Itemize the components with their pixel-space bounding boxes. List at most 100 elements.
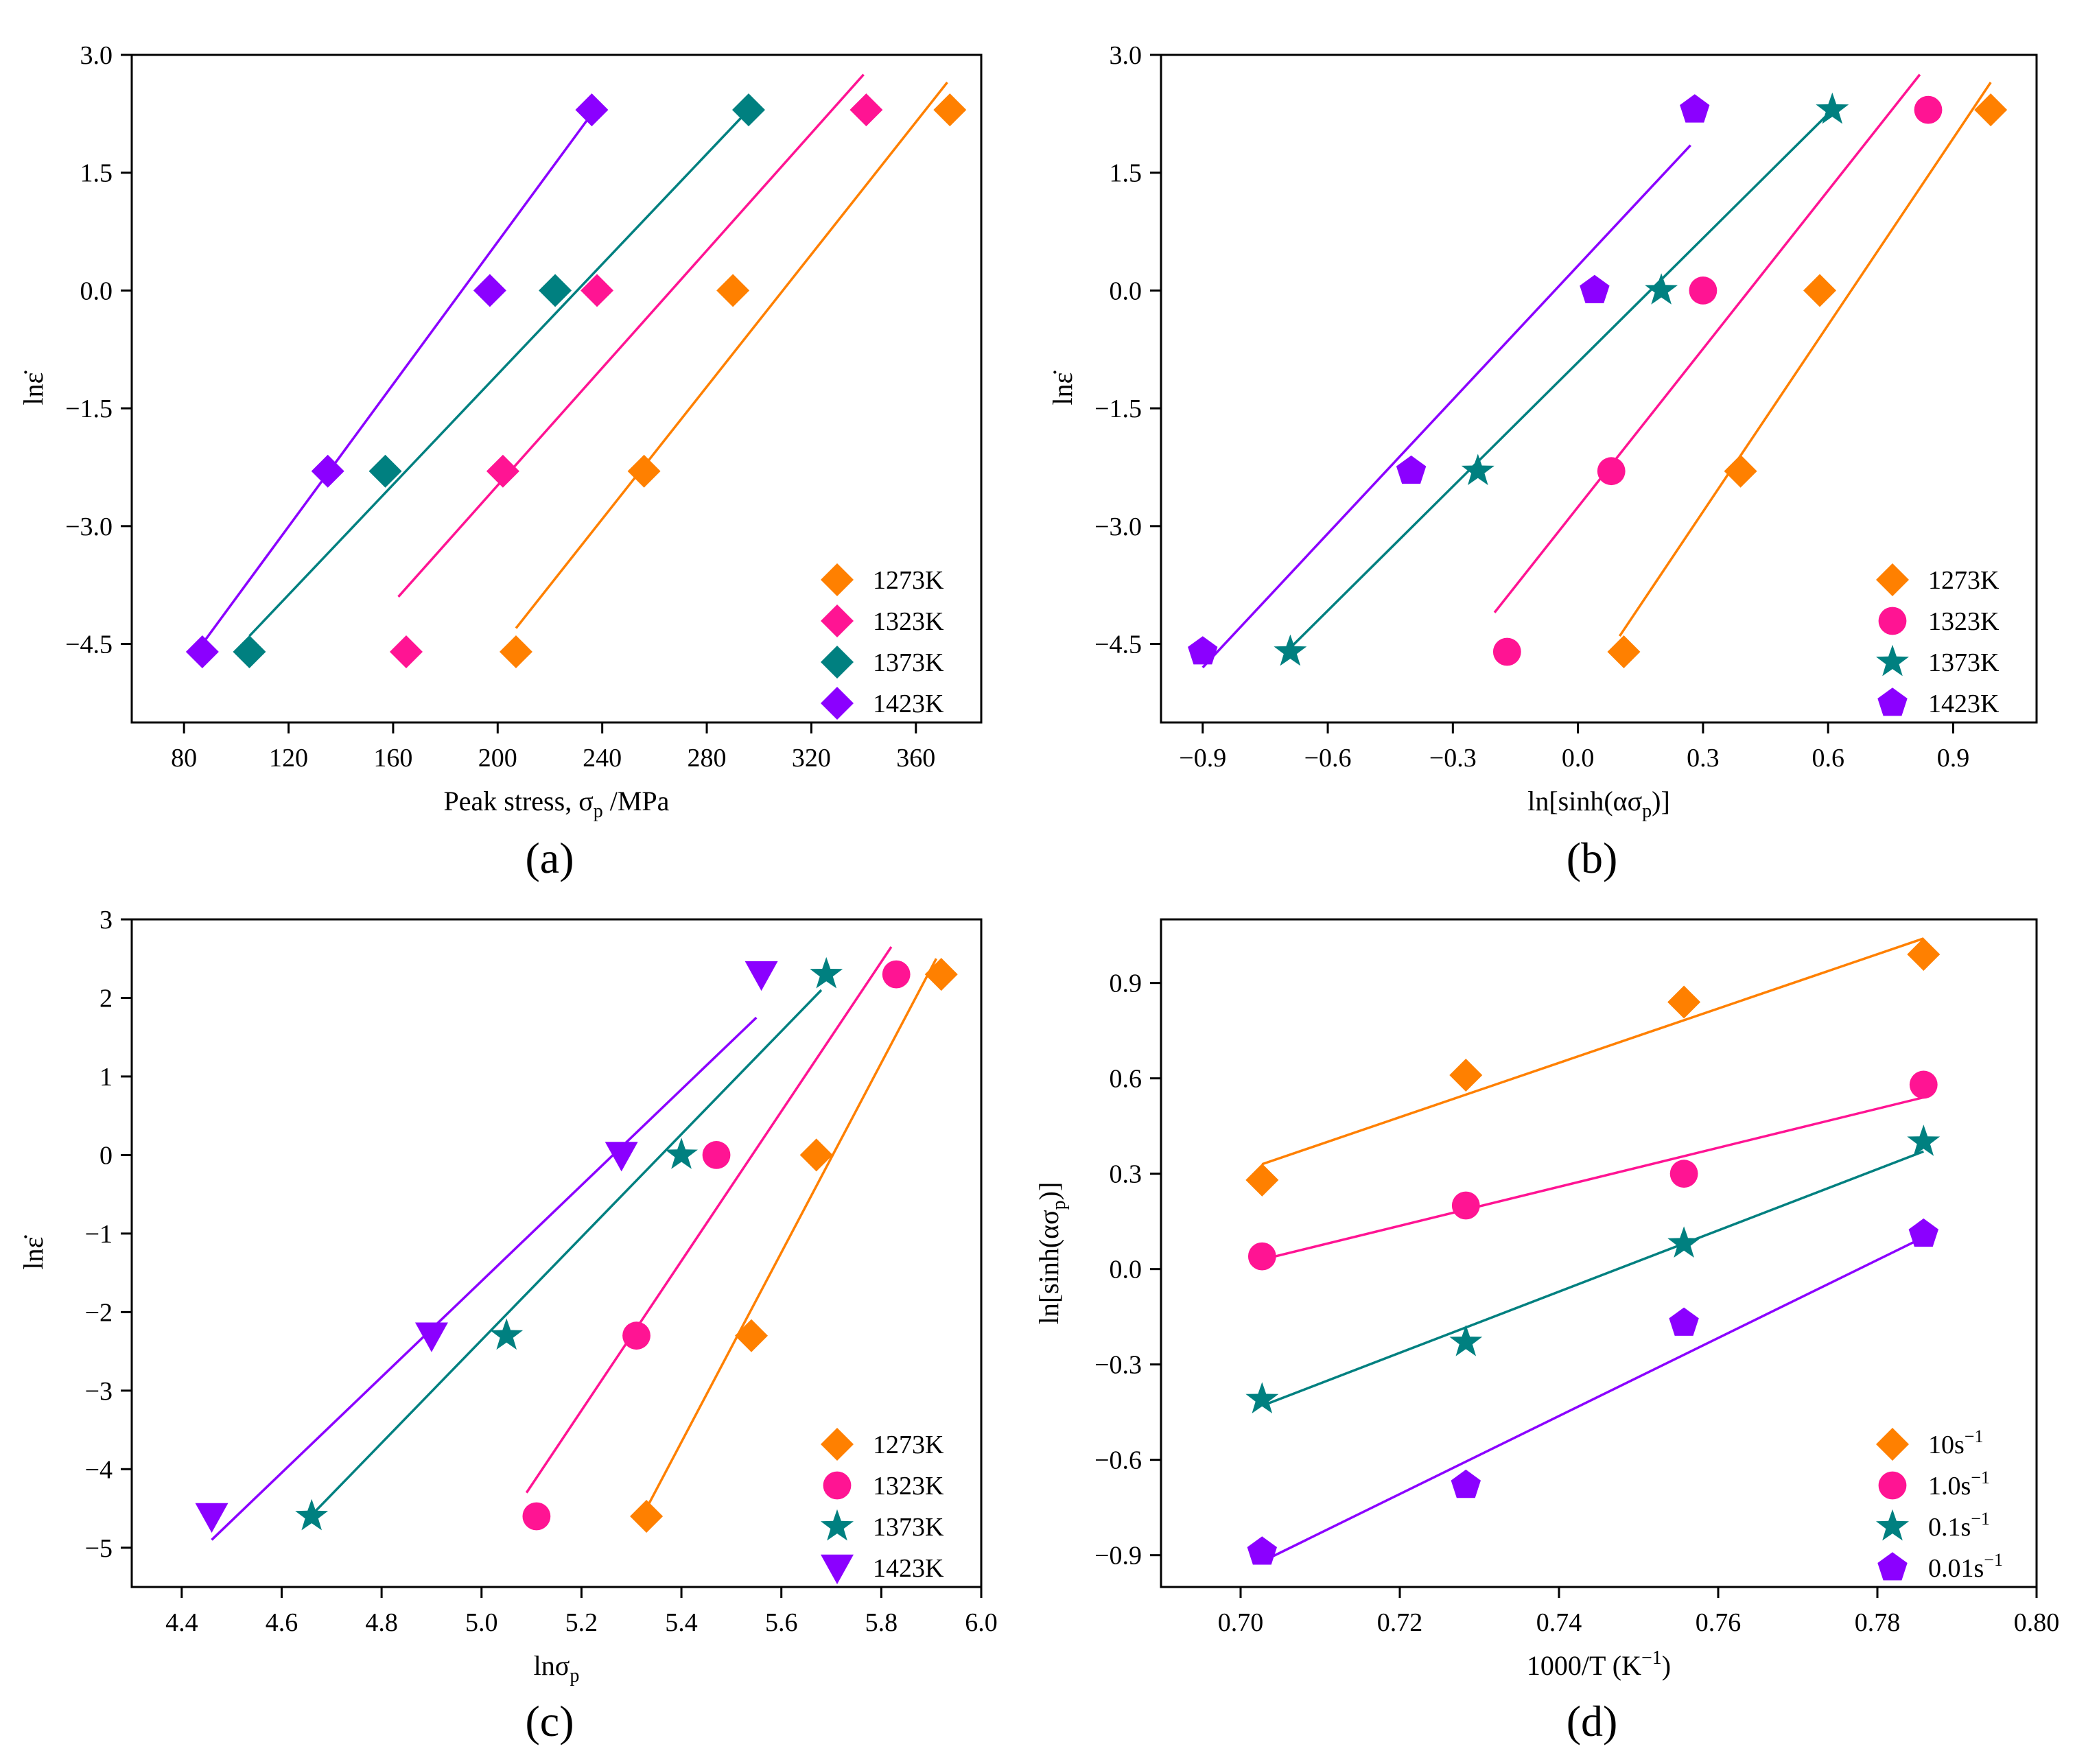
- legend-marker: [821, 687, 854, 720]
- x-tick-label: 240: [583, 744, 622, 773]
- x-tick-label: −0.9: [1179, 744, 1226, 773]
- data-point: [799, 1138, 833, 1172]
- series-0: [1607, 82, 2008, 668]
- data-point: [414, 1322, 448, 1352]
- series-2: [233, 93, 765, 668]
- legend-marker: [1876, 1428, 1909, 1461]
- panel-a: 80 120 160 200 240 280 320 360 3.0 1.5 0.0 −1.5 −3.0…: [18, 41, 983, 882]
- legend-label: 1273K: [873, 566, 944, 595]
- data-point: [1667, 985, 1701, 1019]
- data-point: [490, 1318, 524, 1350]
- y-axis-label: ln[sinh(ασp)]: [1033, 1182, 1070, 1325]
- y-tick-label: 0.0: [1110, 1256, 1142, 1284]
- fit-line: [645, 958, 938, 1509]
- data-point: [1908, 1218, 1938, 1247]
- fit-line: [515, 81, 948, 629]
- x-tick-label: 0.70: [1218, 1608, 1264, 1637]
- x-tick-label: 4.4: [165, 1608, 198, 1637]
- legend-label: 1.0s−1: [1928, 1468, 1990, 1501]
- series-3: [195, 961, 778, 1541]
- x-tick-label: 0.0: [1562, 744, 1595, 773]
- x-axis-label: ln[sinh(ασp)]: [1527, 786, 1670, 822]
- data-point: [1816, 92, 1849, 124]
- legend-marker: [821, 1554, 854, 1584]
- y-tick-label: −1: [85, 1220, 113, 1249]
- data-point: [933, 93, 967, 127]
- series-2: [1274, 92, 1849, 666]
- data-point: [575, 93, 609, 127]
- legend-marker: [821, 646, 854, 679]
- legend-marker: [821, 604, 854, 637]
- legend: 10s−1 1.0s−1 0.1s−1 0.01s−1: [1876, 1426, 2003, 1583]
- x-tick-label: 0.78: [1855, 1608, 1901, 1637]
- legend-marker: [823, 1471, 852, 1500]
- y-tick-label: −0.3: [1094, 1351, 1142, 1380]
- y-tick-label: 0.3: [1110, 1160, 1142, 1189]
- series-0: [499, 81, 967, 668]
- x-tick-label: 120: [269, 744, 308, 773]
- legend-label: 1423K: [873, 1554, 944, 1583]
- plot-frame: [130, 54, 983, 724]
- series-1: [1247, 1070, 1938, 1271]
- legend-marker: [821, 1428, 854, 1461]
- y-tick-label: 1.5: [80, 159, 113, 188]
- data-point: [1909, 1070, 1938, 1099]
- x-tick-label: 4.6: [266, 1608, 298, 1637]
- legend-label: 1373K: [1928, 648, 2000, 677]
- legend-label: 1373K: [873, 1513, 944, 1542]
- data-point: [1669, 1307, 1699, 1336]
- data-point: [745, 961, 778, 991]
- legend-marker: [1876, 563, 1909, 596]
- fit-line: [1289, 108, 1833, 649]
- y-tick-label: −2: [85, 1298, 113, 1327]
- x-tick-label: 0.72: [1377, 1608, 1423, 1637]
- data-point: [1974, 93, 2008, 127]
- y-tick-label: −1.5: [1094, 395, 1142, 423]
- fit-line: [525, 946, 893, 1494]
- data-point: [735, 1319, 769, 1352]
- y-tick-label: −5: [85, 1534, 113, 1563]
- data-point: [185, 635, 219, 668]
- x-tick-label: 5.8: [865, 1608, 898, 1637]
- fit-line: [1261, 1150, 1924, 1407]
- legend-marker: [1877, 1552, 1908, 1581]
- x-tick-label: 0.9: [1937, 744, 1970, 773]
- data-point: [473, 274, 506, 307]
- y-tick-label: −0.9: [1094, 1542, 1142, 1571]
- data-point: [716, 274, 750, 307]
- data-point: [665, 1138, 698, 1169]
- data-point: [882, 960, 911, 989]
- data-point: [702, 1141, 731, 1169]
- data-point: [849, 93, 883, 127]
- x-tick-label: 0.80: [2014, 1608, 2060, 1637]
- y-tick-label: 0.9: [1110, 969, 1142, 998]
- y-tick-label: 1.5: [1110, 159, 1142, 188]
- data-point: [1689, 277, 1718, 305]
- y-tick-label: −4.5: [1094, 631, 1142, 659]
- data-point: [1580, 274, 1610, 303]
- panel-caption: (b): [1567, 834, 1618, 882]
- x-axis-label: Peak stress, σp /MPa: [444, 786, 670, 822]
- series-1: [1492, 73, 1943, 666]
- legend-marker: [1876, 644, 1909, 677]
- x-tick-label: 6.0: [965, 1608, 998, 1637]
- x-tick-label: 0.76: [1696, 1608, 1742, 1637]
- x-tick-label: 320: [792, 744, 831, 773]
- panel-caption: (c): [525, 1697, 574, 1745]
- legend-label: 1323K: [1928, 607, 2000, 636]
- x-tick-label: 360: [896, 744, 935, 773]
- legend-marker: [821, 563, 854, 596]
- plot-frame: [1160, 54, 2038, 724]
- data-point: [368, 454, 402, 488]
- data-point: [1451, 1469, 1481, 1498]
- x-tick-label: 5.6: [765, 1608, 798, 1637]
- y-tick-label: 3.0: [80, 41, 113, 70]
- data-point: [924, 958, 958, 991]
- data-point: [295, 1498, 329, 1531]
- fit-line: [248, 108, 750, 637]
- legend-label: 1273K: [1928, 566, 2000, 595]
- data-point: [1914, 95, 1943, 124]
- data-point: [1803, 274, 1837, 307]
- data-point: [627, 454, 661, 488]
